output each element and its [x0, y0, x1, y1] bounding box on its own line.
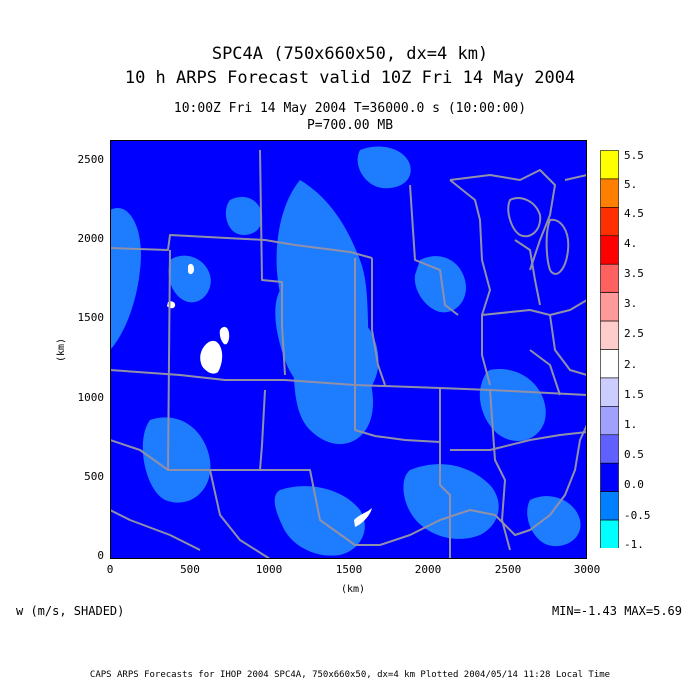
colorbar-label: 4.5	[624, 207, 644, 220]
colorbar-swatch	[600, 406, 619, 436]
colorbar-swatch	[600, 263, 619, 293]
subtitle-line-1: 10:00Z Fri 14 May 2004 T=36000.0 s (10:0…	[173, 101, 527, 116]
colorbar-label: 2.5	[624, 327, 644, 340]
colorbar-label: -0.5	[624, 509, 651, 522]
colorbar-label: 5.5	[624, 149, 644, 162]
colorbar-swatch	[600, 320, 619, 350]
y-tick-1000: 1000	[77, 391, 105, 404]
colorbar-swatch	[600, 491, 619, 521]
title-line-1: SPC4A (750x660x50, dx=4 km)	[211, 44, 489, 64]
colorbar-swatch	[600, 150, 619, 180]
colorbar-label: 0.5	[624, 448, 644, 461]
colorbar-swatch	[600, 178, 619, 208]
colorbar-label: -1.	[624, 538, 644, 551]
y-axis-label: (km)	[56, 337, 67, 362]
y-tick-1500: 1500	[77, 311, 105, 324]
variable-label: w (m/s, SHADED)	[16, 604, 125, 618]
colorbar-label: 5.	[624, 178, 638, 191]
colorbar-swatch	[600, 349, 619, 379]
x-tick-2500: 2500	[494, 563, 522, 576]
x-tick-1500: 1500	[335, 563, 363, 576]
y-tick-2500: 2500	[77, 153, 105, 166]
x-tick-2000: 2000	[414, 563, 442, 576]
negative-w-shading	[110, 146, 581, 556]
colorbar	[600, 150, 619, 548]
colorbar-swatch	[600, 434, 619, 464]
colorbar-swatch	[600, 292, 619, 322]
forecast-map	[110, 140, 587, 559]
colorbar-swatch	[600, 519, 619, 548]
colorbar-label: 3.	[624, 297, 638, 310]
x-tick-500: 500	[180, 563, 200, 576]
y-tick-0: 0	[97, 549, 104, 562]
colorbar-swatch	[600, 462, 619, 492]
y-tick-2000: 2000	[77, 232, 105, 245]
colorbar-label: 4.	[624, 237, 638, 250]
title-line-2: 10 h ARPS Forecast valid 10Z Fri 14 May …	[124, 68, 576, 88]
colorbar-swatch	[600, 377, 619, 407]
y-tick-500: 500	[84, 470, 104, 483]
state-boundaries	[110, 149, 587, 559]
colorbar-swatch	[600, 235, 619, 265]
colorbar-label: 0.0	[624, 478, 644, 491]
x-tick-3000: 3000	[573, 563, 601, 576]
colorbar-swatch	[600, 207, 619, 237]
colorbar-label: 1.	[624, 418, 638, 431]
subtitle-line-2: P=700.00 MB	[306, 118, 394, 133]
footer-caption: CAPS ARPS Forecasts for IHOP 2004 SPC4A,…	[89, 670, 611, 680]
colorbar-label: 1.5	[624, 388, 644, 401]
colorbar-label: 3.5	[624, 267, 644, 280]
x-tick-0: 0	[106, 563, 114, 576]
x-axis-label: (km)	[341, 584, 366, 595]
colorbar-label: 2.	[624, 358, 638, 371]
min-max-readout: MIN=-1.43 MAX=5.69	[551, 604, 682, 618]
map-frame	[110, 140, 587, 559]
x-tick-1000: 1000	[255, 563, 283, 576]
